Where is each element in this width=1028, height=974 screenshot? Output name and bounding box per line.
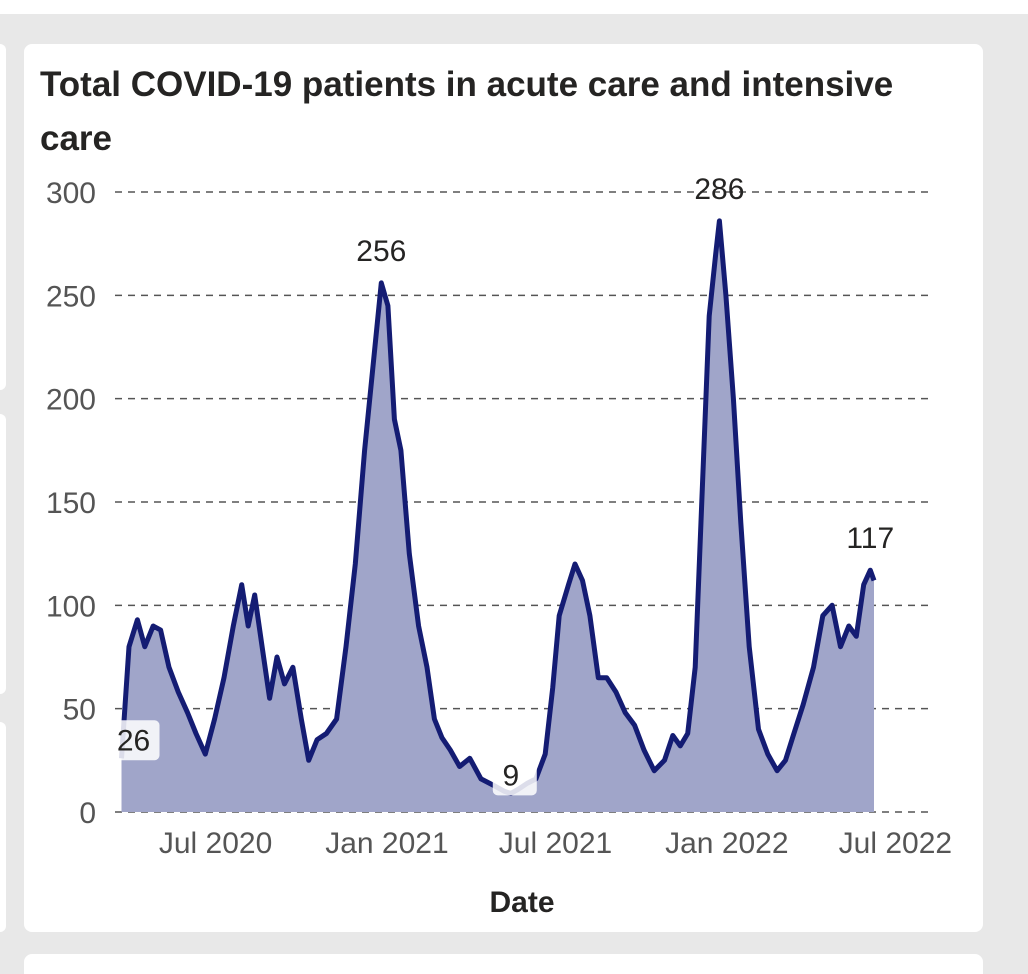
- x-axis-ticks: Jul 2020 Jan 2021 Jul 2021 Jan 2022 Jul 2022: [159, 827, 952, 860]
- x-tick-label: Jan 2022: [665, 827, 788, 860]
- y-tick-label: 50: [63, 694, 96, 727]
- area-fill: [121, 220, 874, 812]
- data-labels: 26 256 9 286 117: [93, 173, 894, 796]
- data-label: 286: [694, 173, 744, 206]
- data-label: 9: [502, 759, 519, 792]
- side-panel-edge: [0, 414, 6, 694]
- top-strip: [0, 0, 1028, 14]
- data-label: 256: [356, 235, 406, 268]
- y-tick-label: 100: [46, 590, 96, 623]
- x-axis-label: Date: [489, 886, 554, 919]
- data-label-background: [492, 755, 537, 796]
- x-tick-label: Jul 2020: [159, 827, 272, 860]
- data-label-background: [93, 720, 160, 761]
- side-panel-edge: [0, 722, 6, 932]
- x-tick-label: Jul 2021: [499, 827, 612, 860]
- chart-title: Total COVID-19 patients in acute care an…: [40, 65, 894, 158]
- side-panel-edge: [0, 44, 6, 390]
- data-label: 26: [117, 724, 150, 757]
- data-label: 117: [846, 522, 894, 555]
- x-tick-label: Jul 2022: [839, 827, 952, 860]
- x-tick-label: Jan 2021: [325, 827, 448, 860]
- y-tick-label: 200: [46, 384, 96, 417]
- y-tick-label: 250: [46, 280, 96, 313]
- y-tick-label: 150: [46, 487, 96, 520]
- y-tick-label: 300: [46, 177, 96, 210]
- y-axis-ticks: 0 50 100 150 200 250 300: [46, 177, 96, 830]
- y-tick-label: 0: [79, 797, 96, 830]
